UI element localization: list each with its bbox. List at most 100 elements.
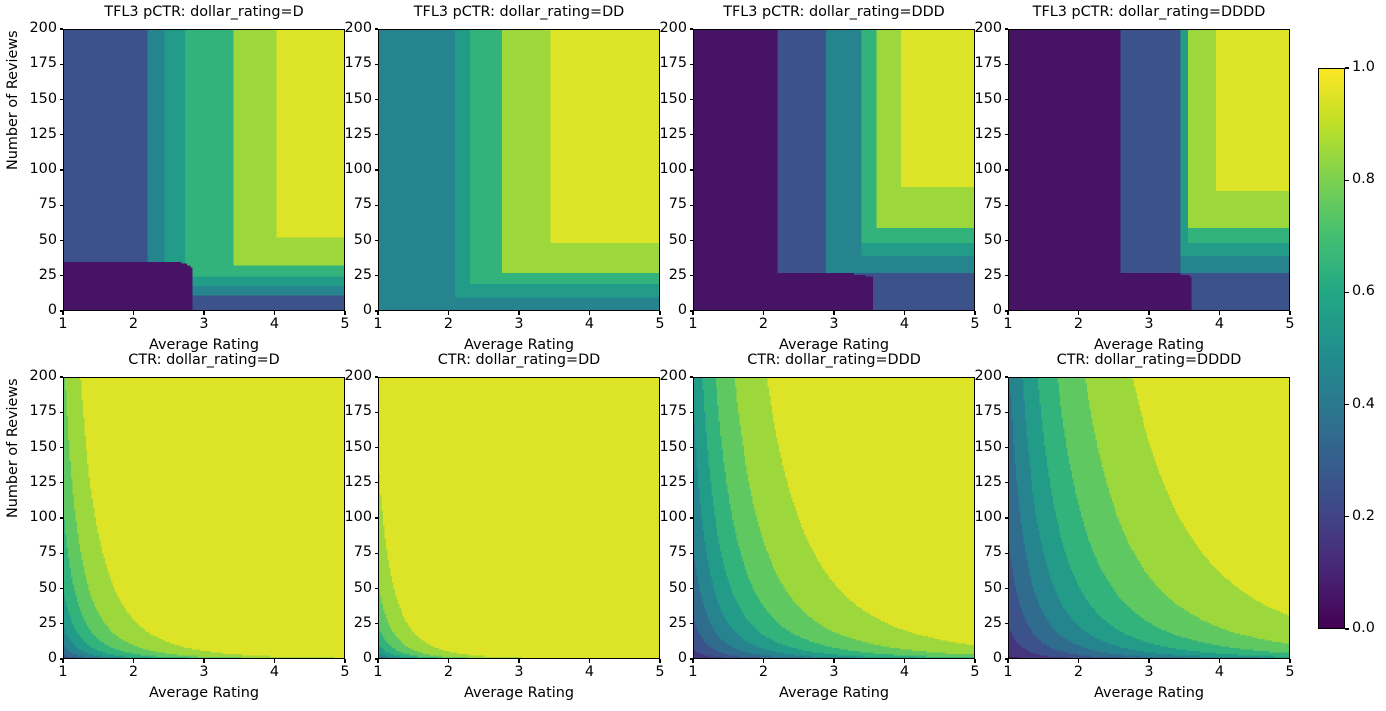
y-tick-mark — [689, 204, 693, 206]
y-tick-label: 200 — [974, 368, 1002, 384]
y-tick-label: 200 — [659, 20, 687, 36]
y-tick-label: 125 — [29, 125, 57, 142]
x-axis-label-ctr-dd: Average Rating — [463, 685, 575, 701]
subplot-title-ctr-d: CTR: dollar_rating=D — [128, 352, 280, 368]
y-tick-label: 150 — [659, 438, 687, 455]
subplot-title-ctr-ddd: CTR: dollar_rating=DDD — [747, 352, 921, 368]
colorbar-tick-label: 0.8 — [1352, 171, 1375, 188]
x-tick-mark — [762, 659, 765, 663]
y-tick-mark — [59, 275, 63, 277]
x-tick-label: 2 — [1073, 316, 1084, 332]
x-tick-label: 5 — [1285, 316, 1295, 332]
y-tick-mark — [374, 204, 378, 206]
colorbar-tick-mark — [1345, 291, 1349, 293]
subplot-ctr-dd: CTR: dollar_rating=DD 0 25 50 75 100 125 150 175… — [345, 352, 665, 709]
x-tick-mark — [132, 659, 135, 663]
x-tick-label: 3 — [199, 664, 209, 680]
y-tick-label: 100 — [344, 161, 372, 177]
y-tick-label: 75 — [38, 196, 57, 213]
x-tick-mark — [903, 311, 906, 315]
y-tick-label: 200 — [344, 20, 372, 36]
x-tick-label: 4 — [269, 316, 280, 332]
x-axis-label-ctr-d: Average Rating — [148, 685, 260, 701]
x-tick-mark — [203, 659, 205, 663]
y-tick-mark — [1004, 587, 1008, 590]
y-tick-label: 175 — [974, 55, 1002, 72]
y-tick-mark — [59, 310, 63, 312]
x-tick-mark — [377, 311, 379, 315]
y-axis-label-ctr-d: Number of Reviews — [5, 378, 21, 518]
y-tick-mark — [59, 623, 63, 625]
x-tick-mark — [132, 311, 135, 315]
x-tick-mark — [762, 311, 765, 315]
y-tick-mark — [1004, 552, 1008, 554]
y-tick-mark — [1004, 98, 1008, 101]
x-tick-mark — [447, 659, 450, 663]
y-tick-label: 150 — [659, 90, 687, 107]
y-tick-mark — [1004, 134, 1008, 136]
y-tick-label: 175 — [344, 403, 372, 420]
y-tick-mark — [374, 552, 378, 554]
y-tick-label: 75 — [38, 544, 57, 561]
y-tick-mark — [374, 134, 378, 136]
y-tick-mark — [59, 169, 63, 171]
y-tick-mark — [689, 411, 693, 413]
y-tick-mark — [689, 63, 693, 65]
x-tick-label: 2 — [443, 316, 454, 332]
y-tick-mark — [689, 658, 693, 660]
y-tick-label: 175 — [659, 55, 687, 72]
x-axis-label-tfl3-pctr-dd: Average Rating — [463, 337, 575, 353]
y-tick-mark — [1004, 275, 1008, 277]
y-tick-mark — [374, 275, 378, 277]
x-tick-label: 2 — [128, 316, 139, 332]
y-tick-label: 100 — [659, 509, 687, 525]
y-tick-label: 100 — [974, 161, 1002, 177]
y-tick-label: 175 — [974, 403, 1002, 420]
y-tick-label: 0 — [992, 302, 1002, 318]
y-tick-mark — [689, 275, 693, 277]
x-tick-mark — [518, 311, 520, 315]
y-tick-mark — [689, 482, 693, 484]
y-tick-label: 25 — [983, 266, 1002, 283]
y-tick-mark — [1004, 658, 1008, 660]
x-tick-label: 3 — [199, 316, 209, 332]
x-tick-label: 2 — [758, 316, 769, 332]
plot-area-tfl3-pctr-d — [63, 29, 345, 311]
x-tick-label: 1 — [1003, 664, 1013, 680]
x-tick-label: 3 — [829, 316, 839, 332]
x-tick-mark — [833, 311, 835, 315]
y-tick-mark — [689, 134, 693, 136]
x-tick-mark — [974, 311, 976, 315]
x-tick-mark — [62, 311, 64, 315]
y-tick-mark — [59, 376, 63, 378]
x-tick-label: 2 — [1073, 664, 1084, 680]
y-tick-mark — [374, 169, 378, 171]
y-tick-mark — [689, 587, 693, 590]
y-tick-mark — [374, 482, 378, 484]
y-tick-mark — [374, 446, 378, 449]
x-tick-label: 4 — [1214, 664, 1225, 680]
y-tick-label: 50 — [668, 579, 687, 596]
y-tick-label: 125 — [974, 125, 1002, 142]
y-tick-mark — [689, 98, 693, 101]
x-tick-label: 5 — [970, 316, 980, 332]
y-tick-label: 150 — [344, 438, 372, 455]
y-tick-mark — [59, 658, 63, 660]
subplot-tfl3-pctr-d: TFL3 pCTR: dollar_rating=D 0 25 50 75 100 125 1… — [5, 4, 350, 361]
y-tick-label: 175 — [29, 55, 57, 72]
x-tick-label: 1 — [1003, 316, 1013, 332]
y-tick-label: 125 — [344, 473, 372, 490]
colorbar-tick-label: 0.2 — [1352, 507, 1375, 524]
subplot-title-ctr-dddd: CTR: dollar_rating=DDDD — [1056, 352, 1242, 368]
x-axis-label-ctr-ddd: Average Rating — [778, 685, 890, 701]
x-tick-mark — [1218, 311, 1221, 315]
y-tick-mark — [59, 552, 63, 554]
x-tick-label: 5 — [655, 664, 665, 680]
y-tick-mark — [59, 28, 63, 30]
y-tick-mark — [1004, 446, 1008, 449]
x-tick-label: 4 — [269, 664, 280, 680]
y-tick-mark — [374, 517, 378, 519]
x-tick-label: 2 — [128, 664, 139, 680]
y-tick-mark — [1004, 482, 1008, 484]
